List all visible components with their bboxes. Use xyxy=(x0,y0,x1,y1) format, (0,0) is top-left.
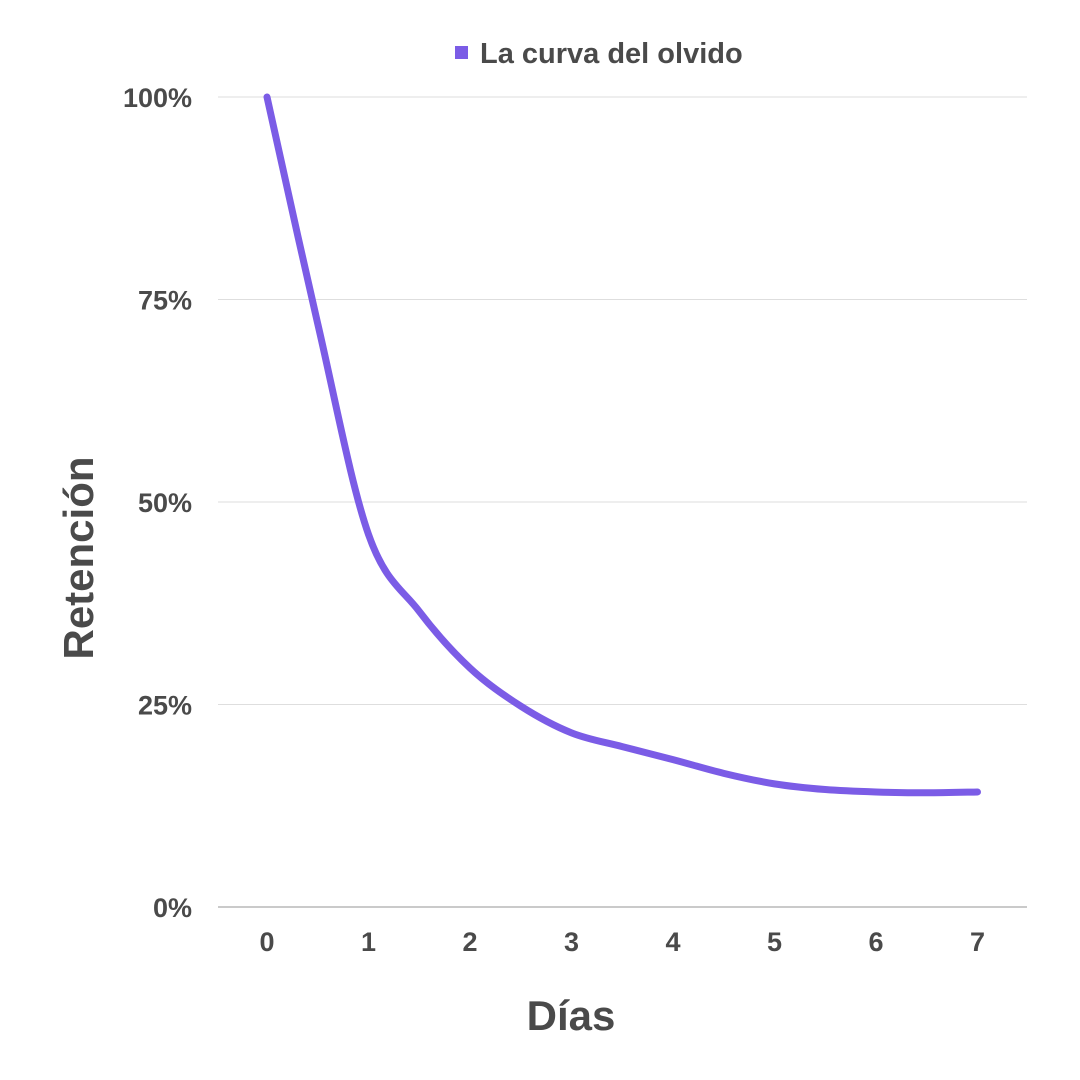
y-tick-label: 50% xyxy=(138,488,192,518)
legend-swatch xyxy=(455,46,468,59)
legend-label: La curva del olvido xyxy=(480,38,743,70)
y-tick-label: 100% xyxy=(123,83,192,113)
series-lines xyxy=(263,93,981,797)
x-tick-label: 3 xyxy=(564,927,579,957)
legend: La curva del olvido xyxy=(455,38,743,70)
x-tick-labels: 0 1 2 3 4 5 6 7 xyxy=(259,927,985,957)
x-tick-label: 4 xyxy=(665,927,680,957)
series-line-forgetting-curve xyxy=(263,93,981,797)
y-tick-labels: 0% 25% 50% 75% 100% xyxy=(123,83,192,923)
x-tick-label: 6 xyxy=(868,927,883,957)
x-tick-label: 7 xyxy=(970,927,985,957)
y-tick-label: 75% xyxy=(138,286,192,316)
y-tick-label: 0% xyxy=(153,893,192,923)
x-axis-title: Días xyxy=(527,992,616,1039)
y-tick-label: 25% xyxy=(138,691,192,721)
x-tick-label: 0 xyxy=(259,927,274,957)
x-tick-label: 1 xyxy=(361,927,376,957)
grid-lines xyxy=(218,96,1027,908)
x-tick-label: 2 xyxy=(462,927,477,957)
y-axis-title: Retención xyxy=(55,456,102,659)
x-tick-label: 5 xyxy=(767,927,782,957)
